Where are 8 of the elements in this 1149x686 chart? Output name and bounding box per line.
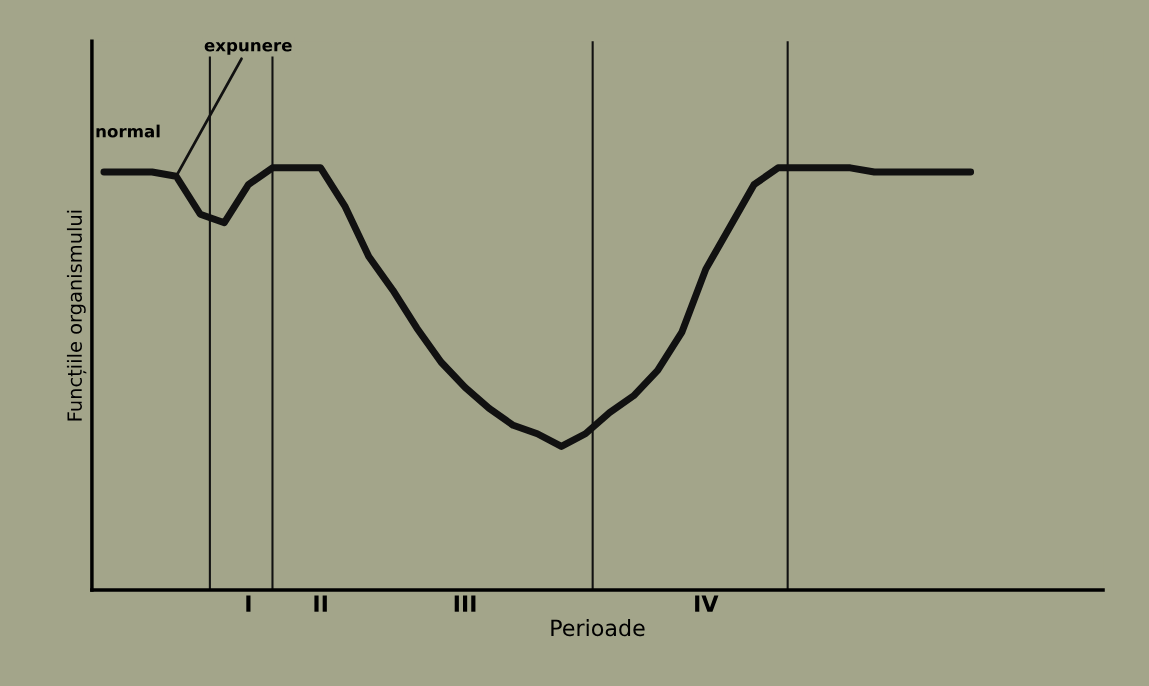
text: expunere — [204, 41, 292, 55]
x-tick-label: I — [246, 595, 251, 612]
x-axis-title: Perioade — [551, 619, 645, 637]
x-tick-label: III — [454, 595, 476, 612]
text: normal — [96, 124, 160, 138]
y-axis-title: Funcțiile organismului — [66, 210, 87, 421]
x-tick-label: II — [314, 595, 327, 612]
x-tick-label: IV — [695, 595, 719, 612]
